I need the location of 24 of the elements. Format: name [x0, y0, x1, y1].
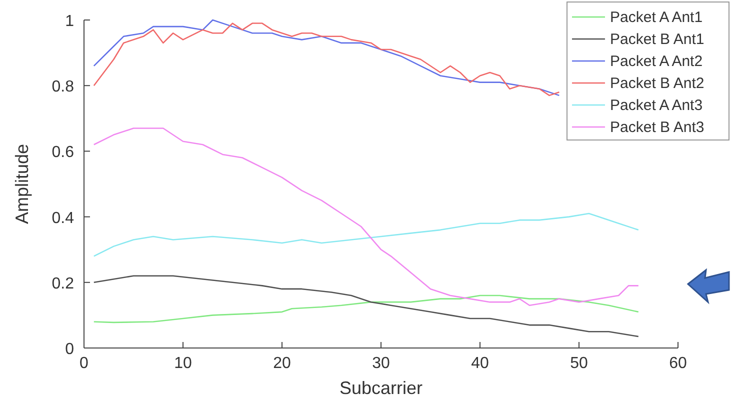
y-axis-title: Amplitude	[12, 144, 32, 224]
x-tick-label: 50	[570, 355, 588, 372]
x-axis-title: Subcarrier	[339, 378, 423, 398]
x-tick-label: 20	[273, 355, 291, 372]
x-tick-label: 0	[80, 355, 89, 372]
line-series	[93, 212, 640, 257]
y-tick-label: 0	[65, 341, 74, 358]
y-tick-label: 1	[65, 13, 74, 30]
x-tick-label: 10	[174, 355, 192, 372]
legend-label: Packet B Ant1	[610, 31, 704, 48]
legend-label: Packet A Ant1	[610, 9, 703, 26]
y-tick-label: 0.2	[52, 275, 74, 292]
y-tick-label: 0.8	[52, 78, 74, 96]
line-series	[93, 294, 640, 324]
line-series	[93, 275, 640, 338]
legend-label: Packet B Ant3	[610, 119, 704, 136]
legend-label: Packet A Ant3	[610, 97, 703, 114]
legend-label: Packet B Ant2	[610, 75, 704, 92]
x-tick-label: 40	[471, 355, 489, 372]
y-tick-label: 0.6	[52, 144, 74, 162]
y-tick-label: 0.4	[52, 210, 74, 227]
legend-label: Packet A Ant2	[610, 53, 703, 70]
x-tick-label: 30	[372, 355, 390, 372]
x-tick-label: 60	[669, 355, 687, 372]
